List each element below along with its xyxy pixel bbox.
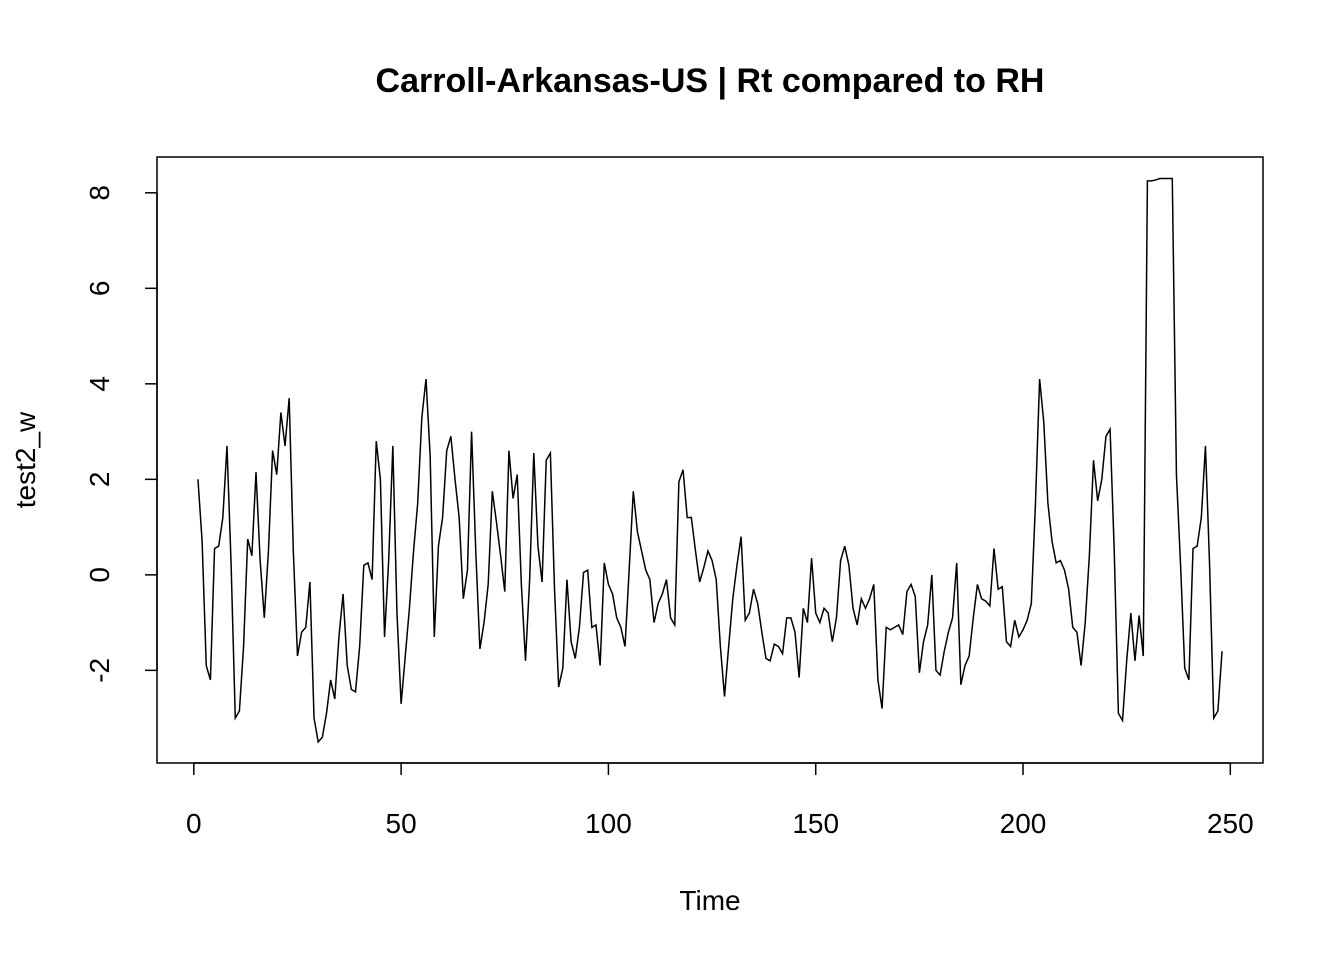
plot-frame <box>156 156 1264 764</box>
y-tick-label: 6 <box>84 281 115 297</box>
y-tick-label: 8 <box>84 185 115 201</box>
x-tick-label: 0 <box>186 808 202 839</box>
x-axis-label: Time <box>679 885 740 916</box>
y-axis-label: test2_w <box>10 411 41 508</box>
x-tick-label: 100 <box>585 808 632 839</box>
y-tick-label: -2 <box>84 658 115 683</box>
x-tick-label: 50 <box>386 808 417 839</box>
y-tick-label: 4 <box>84 376 115 392</box>
x-tick-label: 150 <box>792 808 839 839</box>
chart-title: Carroll-Arkansas-US | Rt compared to RH <box>376 62 1045 100</box>
x-tick-label: 200 <box>1000 808 1047 839</box>
y-tick-label: 0 <box>84 567 115 583</box>
x-tick-label: 250 <box>1207 808 1254 839</box>
data-line <box>197 177 1223 744</box>
y-tick-label: 2 <box>84 472 115 488</box>
